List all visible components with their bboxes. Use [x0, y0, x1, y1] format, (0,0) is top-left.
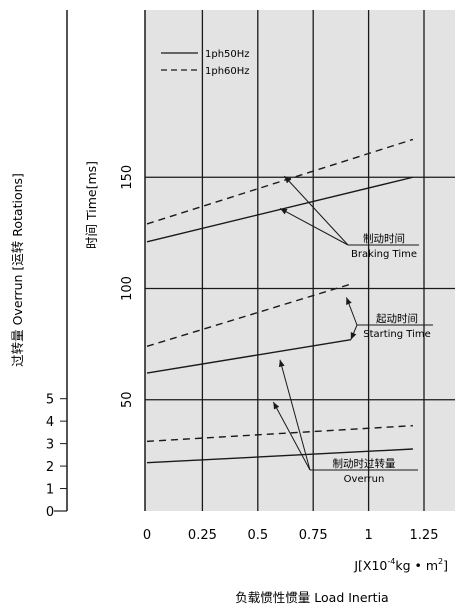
time-tick-label: 50 — [120, 391, 135, 408]
annotation-braking-cn: 制动时间 — [363, 232, 405, 245]
overrun-axis-label: 过转量 Overrun [运转 Rotations] — [10, 173, 25, 367]
x-tick-label: 1.25 — [410, 528, 439, 543]
annotation-braking: 制动时间 Braking Time — [348, 232, 419, 260]
annotation-overrun: 制动时过转量 Overrun — [310, 457, 418, 485]
annotation-arrows — [272, 175, 358, 471]
x-axis-unit-label: J[X10-4kg • m2] — [353, 557, 448, 573]
overrun-tick-labels: 0 1 2 3 4 5 — [46, 393, 67, 520]
series-line-starting-50hz — [146, 338, 351, 374]
x-tick-label: 0 — [143, 528, 151, 543]
series-line-overrun-50hz — [146, 448, 413, 464]
x-tick-label: 1 — [364, 528, 372, 543]
annotation-arrow — [284, 175, 349, 246]
annotation-arrow — [279, 207, 349, 246]
x-tick-label: 0.25 — [188, 528, 217, 543]
annotation-arrow — [350, 324, 358, 340]
legend: 1ph50Hz 1ph60Hz — [161, 49, 250, 77]
overrun-tick-label: 5 — [46, 393, 54, 408]
annotation-arrow — [278, 359, 311, 471]
annotation-overrun-cn: 制动时过转量 — [333, 457, 396, 470]
annotation-starting-en: Starting Time — [363, 329, 431, 340]
overrun-tick-label: 0 — [46, 505, 54, 520]
series-line-braking-60hz — [146, 138, 414, 225]
time-tick-label: 100 — [120, 276, 135, 301]
x-tick-labels: 0 0.25 0.5 0.75 1 1.25 — [143, 528, 439, 543]
vertical-gridlines — [201, 10, 425, 511]
plot-area — [145, 10, 455, 511]
time-tick-labels: 50 100 150 — [120, 165, 135, 408]
overrun-tick-label: 1 — [46, 483, 54, 498]
overrun-tick-label: 3 — [46, 438, 54, 453]
x-axis-title: 负载惯性惯量 Load Inertia — [235, 590, 388, 605]
annotation-arrow — [345, 297, 358, 326]
annotation-starting-cn: 起动时间 — [376, 312, 418, 325]
x-tick-label: 0.75 — [299, 528, 328, 543]
annotation-arrow — [272, 401, 311, 471]
time-tick-label: 150 — [120, 165, 135, 190]
overrun-tick-label: 2 — [46, 460, 54, 475]
annotation-braking-en: Braking Time — [351, 249, 417, 260]
annotation-overrun-en: Overrun — [344, 474, 385, 485]
legend-item-60hz: 1ph60Hz — [205, 66, 250, 77]
horizontal-gridlines — [145, 176, 455, 401]
legend-item-50hz: 1ph50Hz — [205, 49, 250, 60]
series-line-overrun-60hz — [146, 424, 413, 443]
annotation-starting: 起动时间 Starting Time — [357, 312, 433, 340]
overrun-tick-label: 4 — [46, 415, 54, 430]
series-lines — [146, 138, 414, 464]
time-axis-label: 时间 Time[ms] — [84, 161, 99, 249]
x-tick-label: 0.5 — [247, 528, 268, 543]
